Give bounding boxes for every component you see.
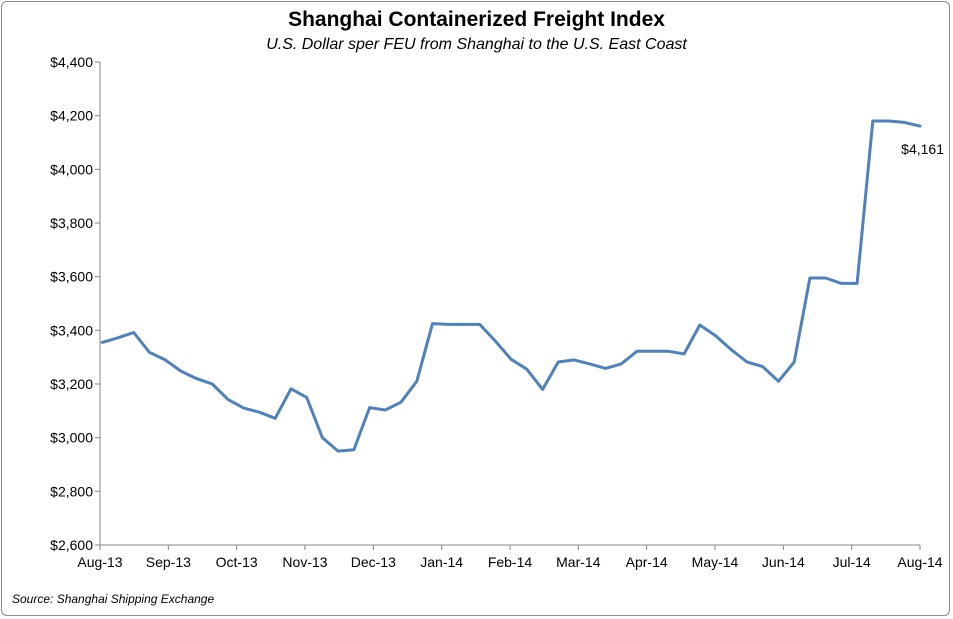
y-tick-label: $3,400 [50,322,93,338]
data-label: $4,161 [901,141,944,157]
annotations-layer: $4,161 [901,141,944,157]
x-tick-label: Dec-13 [351,554,396,570]
y-tick-label: $3,800 [50,215,93,231]
x-tick-label: Jan-14 [420,554,463,570]
x-tick-label: Sep-13 [146,554,191,570]
x-tick-label: Jul-14 [833,554,871,570]
y-tick-label: $2,600 [50,537,93,553]
chart-subtitle: U.S. Dollar sper FEU from Shanghai to th… [266,36,687,53]
y-tick-label: $4,400 [50,54,93,70]
chart-title: Shanghai Containerized Freight Index [288,8,665,31]
y-tick-label: $3,600 [50,269,93,285]
x-tick-label: Nov-13 [282,554,327,570]
x-tick-label: Aug-14 [897,554,942,570]
y-tick-label: $4,000 [50,161,93,177]
x-tick-label: Mar-14 [556,554,601,570]
y-tick-label: $3,000 [50,430,93,446]
x-tick-label: Aug-13 [77,554,122,570]
x-tick-label: Jun-14 [762,554,805,570]
x-axis-ticks: Aug-13 Sep-13 Oct-13 Nov-13 Dec-13 Jan-14 Feb-… [77,545,943,570]
y-tick-label: $4,200 [50,108,93,124]
series-line [100,119,922,453]
chart-axes [99,62,920,546]
y-tick-label: $2,800 [50,483,93,499]
x-tick-label: Oct-13 [216,554,258,570]
x-tick-label: May-14 [692,554,739,570]
x-tick-label: Apr-14 [626,554,668,570]
source-note: Source: Shanghai Shipping Exchange [12,592,215,606]
x-tick-label: Feb-14 [488,554,533,570]
series-layer [100,119,922,453]
y-tick-label: $3,200 [50,376,93,392]
y-axis-ticks: $2,600 $2,800 $3,000 $3,200 $3,400 $3,600 $3,8… [50,54,100,553]
